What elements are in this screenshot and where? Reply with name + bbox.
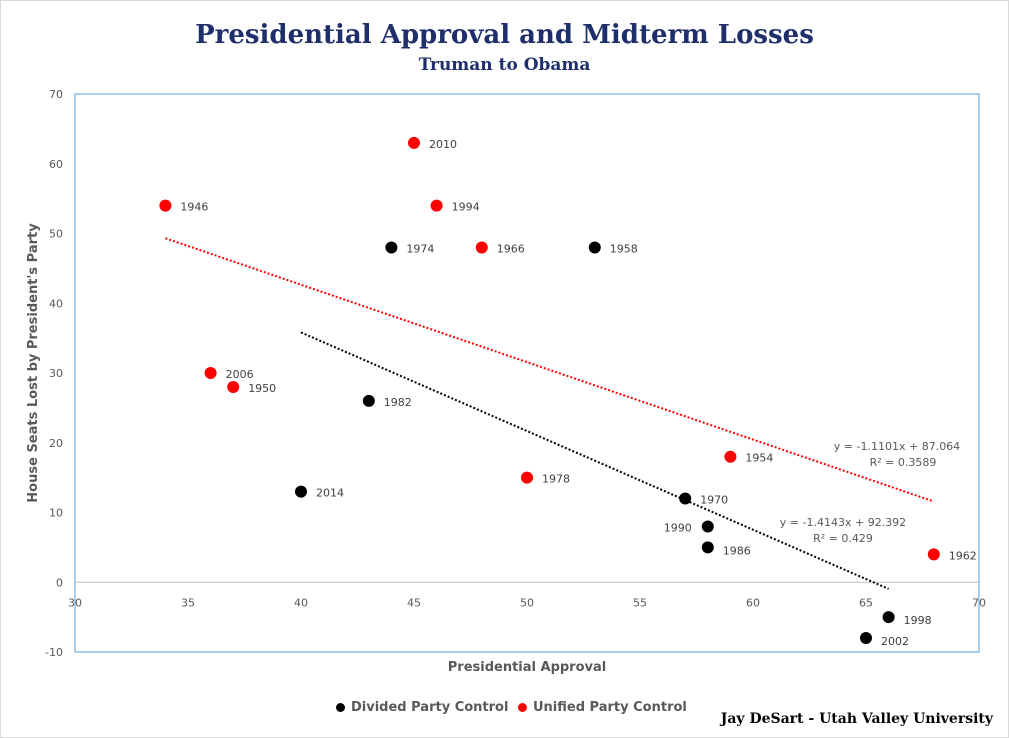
- data-label: 2002: [881, 635, 909, 648]
- x-tick-label: 35: [181, 596, 195, 609]
- data-label: 1990: [664, 521, 692, 534]
- data-label: 1978: [542, 473, 570, 486]
- data-point: [860, 632, 872, 645]
- data-point: [679, 492, 692, 505]
- data-label: 1962: [949, 549, 977, 562]
- trendline-equation: y = -1.1101x + 87.064: [834, 440, 960, 453]
- trendline-divided: [300, 331, 890, 590]
- x-tick-label: 50: [520, 596, 534, 609]
- data-point: [385, 241, 398, 254]
- data-label: 1966: [497, 242, 525, 255]
- data-point: [882, 611, 895, 624]
- x-axis-label: Presidential Approval: [448, 660, 606, 675]
- data-label: 1946: [180, 201, 208, 214]
- x-tick-label: 65: [859, 596, 873, 609]
- data-point: [204, 367, 217, 379]
- x-tick-label: 55: [633, 596, 647, 609]
- y-tick-label: 50: [49, 228, 63, 241]
- data-label: 1958: [610, 242, 638, 255]
- y-tick-label: 40: [49, 297, 63, 310]
- y-tick-label: -10: [45, 646, 63, 659]
- data-point: [724, 450, 737, 463]
- data-label: 1970: [700, 494, 728, 507]
- data-point: [430, 199, 443, 212]
- data-point: [227, 380, 240, 393]
- x-tick-label: 60: [746, 596, 760, 609]
- x-tick-label: 30: [68, 596, 82, 609]
- chart-subtitle: Truman to Obama: [418, 55, 591, 75]
- data-point: [475, 241, 488, 254]
- data-point: [521, 471, 533, 484]
- data-point: [295, 485, 307, 498]
- legend-item-divided: Divided Party Control: [336, 700, 508, 715]
- data-point: [159, 199, 172, 212]
- legend-marker-divided: [336, 703, 345, 712]
- y-tick-label: 30: [49, 367, 63, 380]
- x-tick-label: 70: [972, 596, 986, 609]
- y-tick-label: 60: [49, 158, 63, 171]
- x-tick-label: 45: [407, 596, 421, 609]
- data-point: [701, 520, 714, 533]
- trendline-unified: [165, 237, 935, 503]
- data-label: 1950: [248, 382, 276, 395]
- data-label: 1994: [452, 201, 480, 214]
- legend-item-unified: Unified Party Control: [518, 700, 687, 715]
- trendline-r2: R² = 0.429: [813, 532, 873, 545]
- plot-area: [74, 93, 980, 653]
- x-tick-label: 40: [294, 596, 308, 609]
- y-tick-label: 20: [49, 437, 63, 450]
- legend-label-unified: Unified Party Control: [533, 700, 687, 715]
- data-label: 2014: [316, 487, 344, 500]
- y-tick-label: 70: [49, 88, 63, 101]
- trendline-r2: R² = 0.3589: [870, 456, 937, 469]
- data-label: 1954: [745, 452, 773, 465]
- data-point: [408, 136, 420, 149]
- data-label: 1982: [384, 396, 412, 409]
- data-point: [362, 394, 375, 407]
- legend-label-divided: Divided Party Control: [351, 700, 509, 715]
- data-label: 1974: [406, 242, 434, 255]
- data-label: 1986: [723, 544, 751, 557]
- data-point: [927, 548, 940, 561]
- chart-title: Presidential Approval and Midterm Losses: [195, 20, 814, 50]
- data-label: 2006: [226, 368, 254, 381]
- data-label: 2010: [429, 138, 457, 151]
- y-axis-label: House Seats Lost by President's Party: [26, 223, 41, 503]
- y-tick-label: 0: [56, 576, 63, 589]
- trendline-equation: y = -1.4143x + 92.392: [780, 516, 906, 529]
- data-label: 1998: [904, 614, 932, 627]
- legend-marker-unified: [518, 703, 527, 712]
- data-point: [588, 241, 601, 254]
- data-point: [701, 541, 714, 554]
- credit: Jay DeSart - Utah Valley University: [720, 711, 993, 727]
- y-tick-label: 10: [49, 507, 63, 520]
